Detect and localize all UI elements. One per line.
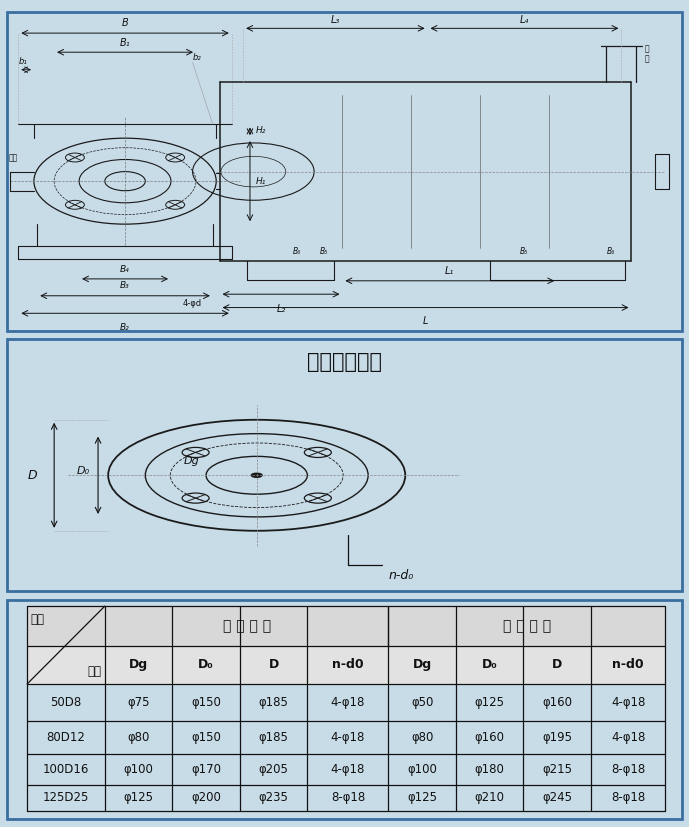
Text: 吐 出 法 兰: 吐 出 法 兰 — [503, 619, 551, 633]
Text: L: L — [423, 317, 429, 327]
Text: n-d0: n-d0 — [332, 658, 364, 672]
Text: b₁: b₁ — [19, 56, 27, 65]
Text: φ80: φ80 — [411, 731, 433, 744]
Text: 吸 入 法 兰: 吸 入 法 兰 — [223, 619, 271, 633]
Text: 进水: 进水 — [9, 153, 18, 162]
Text: B₃: B₃ — [120, 281, 130, 290]
Text: φ210: φ210 — [475, 791, 504, 805]
Text: 8-φ18: 8-φ18 — [611, 763, 645, 776]
Text: B₄: B₄ — [120, 265, 130, 274]
Text: φ80: φ80 — [127, 731, 150, 744]
Circle shape — [251, 473, 262, 477]
Text: φ160: φ160 — [475, 731, 504, 744]
Text: 4-φd: 4-φd — [183, 299, 202, 308]
Text: φ185: φ185 — [258, 696, 289, 709]
Text: 吸入吐出法兰: 吸入吐出法兰 — [307, 351, 382, 371]
Text: D₀: D₀ — [76, 466, 90, 476]
Text: φ185: φ185 — [258, 731, 289, 744]
Text: D₀: D₀ — [198, 658, 214, 672]
Text: 出
水: 出 水 — [645, 44, 650, 64]
Text: 4-φ18: 4-φ18 — [611, 731, 646, 744]
Text: 4-φ18: 4-φ18 — [611, 696, 646, 709]
Text: φ215: φ215 — [542, 763, 572, 776]
Text: B: B — [122, 18, 128, 28]
Text: 型号: 型号 — [30, 613, 45, 626]
Text: 50D8: 50D8 — [50, 696, 81, 709]
Text: φ125: φ125 — [123, 791, 154, 805]
Text: φ100: φ100 — [123, 763, 154, 776]
Text: φ50: φ50 — [411, 696, 433, 709]
Text: φ150: φ150 — [191, 731, 221, 744]
Text: Dg: Dg — [413, 658, 432, 672]
Text: L₂: L₂ — [276, 304, 286, 313]
Text: n-d₀: n-d₀ — [389, 569, 413, 581]
Text: φ125: φ125 — [407, 791, 437, 805]
Text: φ75: φ75 — [127, 696, 150, 709]
Text: φ180: φ180 — [475, 763, 504, 776]
Text: L₄: L₄ — [520, 15, 529, 25]
Text: D: D — [552, 658, 562, 672]
Text: 100D16: 100D16 — [43, 763, 89, 776]
Text: φ200: φ200 — [191, 791, 221, 805]
Text: 4-φ18: 4-φ18 — [331, 696, 365, 709]
Text: B₆: B₆ — [293, 247, 301, 256]
Text: 4-φ18: 4-φ18 — [331, 763, 365, 776]
Text: 4-φ18: 4-φ18 — [331, 731, 365, 744]
Text: B₅: B₅ — [520, 247, 528, 256]
Text: n-d0: n-d0 — [613, 658, 644, 672]
Text: φ150: φ150 — [191, 696, 221, 709]
Text: D: D — [269, 658, 279, 672]
Text: L₁: L₁ — [445, 265, 455, 275]
Text: H₂: H₂ — [256, 127, 266, 136]
Text: B₅: B₅ — [320, 247, 329, 256]
Text: B₆: B₆ — [607, 247, 615, 256]
Text: φ195: φ195 — [542, 731, 572, 744]
Text: 尺寸: 尺寸 — [88, 666, 101, 678]
Text: Dg: Dg — [129, 658, 148, 672]
Text: φ245: φ245 — [542, 791, 572, 805]
Bar — [27, 606, 666, 646]
Text: φ235: φ235 — [258, 791, 289, 805]
Text: 125D25: 125D25 — [43, 791, 89, 805]
Text: D₀: D₀ — [482, 658, 497, 672]
Text: D: D — [28, 469, 37, 482]
Text: L₃: L₃ — [331, 15, 340, 25]
Text: φ170: φ170 — [191, 763, 221, 776]
Text: φ160: φ160 — [542, 696, 572, 709]
Text: Dg: Dg — [183, 457, 199, 466]
Text: φ125: φ125 — [475, 696, 504, 709]
Text: B₁: B₁ — [120, 38, 130, 48]
Text: 8-φ18: 8-φ18 — [331, 791, 365, 805]
Text: H₁: H₁ — [256, 177, 266, 185]
Text: 80D12: 80D12 — [47, 731, 85, 744]
Text: φ100: φ100 — [407, 763, 437, 776]
Text: 8-φ18: 8-φ18 — [611, 791, 645, 805]
Text: φ205: φ205 — [258, 763, 289, 776]
Bar — [27, 646, 666, 684]
Text: b₂: b₂ — [193, 53, 201, 62]
Text: B₂: B₂ — [120, 323, 130, 332]
